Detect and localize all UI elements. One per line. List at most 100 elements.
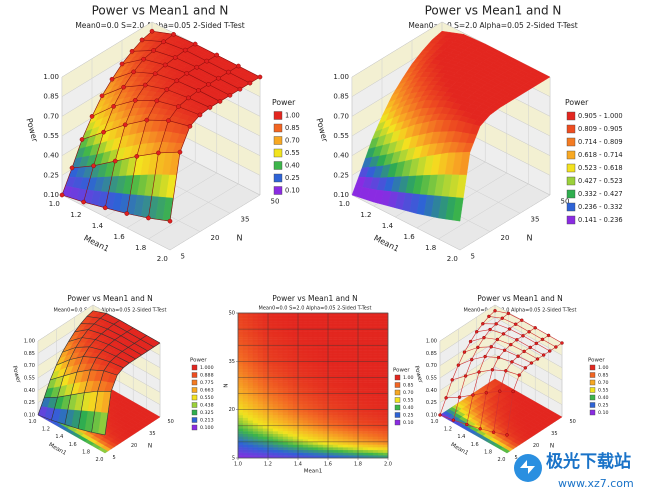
contour-cell	[262, 414, 269, 418]
contour-cell	[367, 414, 374, 418]
data-point	[481, 321, 485, 326]
contour-cell	[292, 433, 299, 437]
contour-cell	[297, 396, 304, 400]
contour-cell	[337, 414, 344, 418]
contour-cell	[302, 331, 309, 335]
contour-cell	[337, 444, 344, 448]
contour-cell	[312, 404, 319, 408]
legend-label: 1.00	[285, 112, 300, 120]
contour-cell	[257, 398, 264, 402]
mesh-line	[61, 30, 153, 196]
contour-cell	[297, 377, 304, 381]
contour-cell	[292, 320, 299, 324]
contour-cell	[372, 382, 379, 386]
contour-cell	[252, 430, 259, 434]
contour-cell	[322, 406, 329, 410]
contour-cell	[357, 449, 364, 453]
contour-cell	[292, 371, 299, 375]
contour-cell	[292, 404, 299, 408]
contour-cell	[357, 385, 364, 389]
contour-cell	[267, 385, 274, 389]
contour-cell	[322, 441, 329, 445]
contour-cell	[342, 379, 349, 383]
contour-cell	[322, 428, 329, 432]
x-tick-label: 1.8	[354, 462, 362, 468]
contour-cell	[377, 363, 384, 367]
contour-cell	[302, 337, 309, 341]
contour-cell	[347, 374, 354, 378]
data-point	[505, 433, 509, 437]
x-tick-label: 2.0	[157, 255, 168, 263]
contour-cell	[272, 385, 279, 389]
contour-cell	[357, 361, 364, 365]
chart-title: Power vs Mean1 and N	[272, 294, 358, 303]
contour-cell	[382, 355, 389, 359]
contour-cell	[322, 371, 329, 375]
contour-cell	[317, 390, 324, 394]
data-point	[196, 88, 201, 93]
data-point	[474, 330, 479, 334]
contour-cell	[292, 388, 299, 392]
x-tick-label: 1.2	[264, 462, 272, 468]
contour-cell	[357, 404, 364, 408]
contour-cell	[337, 409, 344, 413]
contour-cell	[287, 358, 294, 362]
contour-cell	[362, 390, 369, 394]
contour-cell	[302, 404, 309, 408]
contour-cell	[352, 393, 359, 397]
contour-cell	[317, 337, 324, 341]
contour-cell	[317, 355, 324, 359]
contour-cell	[382, 388, 389, 392]
y-axis-label: N	[224, 383, 230, 387]
contour-cell	[382, 379, 389, 383]
contour-cell	[287, 444, 294, 448]
contour-cell	[352, 406, 359, 410]
contour-cell	[287, 404, 294, 408]
contour-cell	[347, 320, 354, 324]
contour-cell	[252, 385, 259, 389]
contour-cell	[347, 339, 354, 343]
contour-cell	[377, 396, 384, 400]
x-tick-label: 1.0	[431, 419, 439, 425]
contour-cell	[317, 393, 324, 397]
mesh-line	[68, 337, 136, 360]
contour-cell	[357, 406, 364, 410]
contour-cell	[372, 331, 379, 335]
contour-cell	[282, 420, 289, 424]
contour-cell	[342, 433, 349, 437]
z-tick-label: 0.85	[333, 93, 349, 101]
contour-cell	[242, 342, 249, 346]
contour-cell	[242, 452, 249, 456]
contour-cell	[267, 355, 274, 359]
contour-cell	[252, 328, 259, 332]
contour-cell	[237, 369, 244, 373]
contour-cell	[242, 396, 249, 400]
contour-cell	[302, 444, 309, 448]
contour-cell	[367, 425, 374, 429]
contour-cell	[242, 350, 249, 354]
contour-cell	[252, 420, 259, 424]
contour-cell	[382, 452, 389, 456]
contour-cell	[372, 326, 379, 330]
contour-cell	[237, 452, 244, 456]
contour-cell	[327, 318, 334, 322]
contour-cell	[242, 439, 249, 443]
contour-cell	[292, 363, 299, 367]
contour-cell	[317, 452, 324, 456]
contour-cell	[272, 366, 279, 370]
legend-label: 0.100	[200, 425, 214, 431]
contour-cell	[377, 366, 384, 370]
y-tick-label: 50	[570, 419, 576, 425]
contour-cell	[267, 417, 274, 421]
contour-cell	[312, 363, 319, 367]
x-tick-label: 1.2	[70, 211, 81, 219]
data-point	[490, 368, 495, 372]
contour-cell	[347, 425, 354, 429]
contour-cell	[382, 430, 389, 434]
contour-cell	[327, 412, 334, 416]
contour-cell	[382, 374, 389, 378]
legend-label: 0.25	[598, 403, 609, 409]
contour-cell	[352, 363, 359, 367]
contour-cell	[302, 312, 309, 316]
